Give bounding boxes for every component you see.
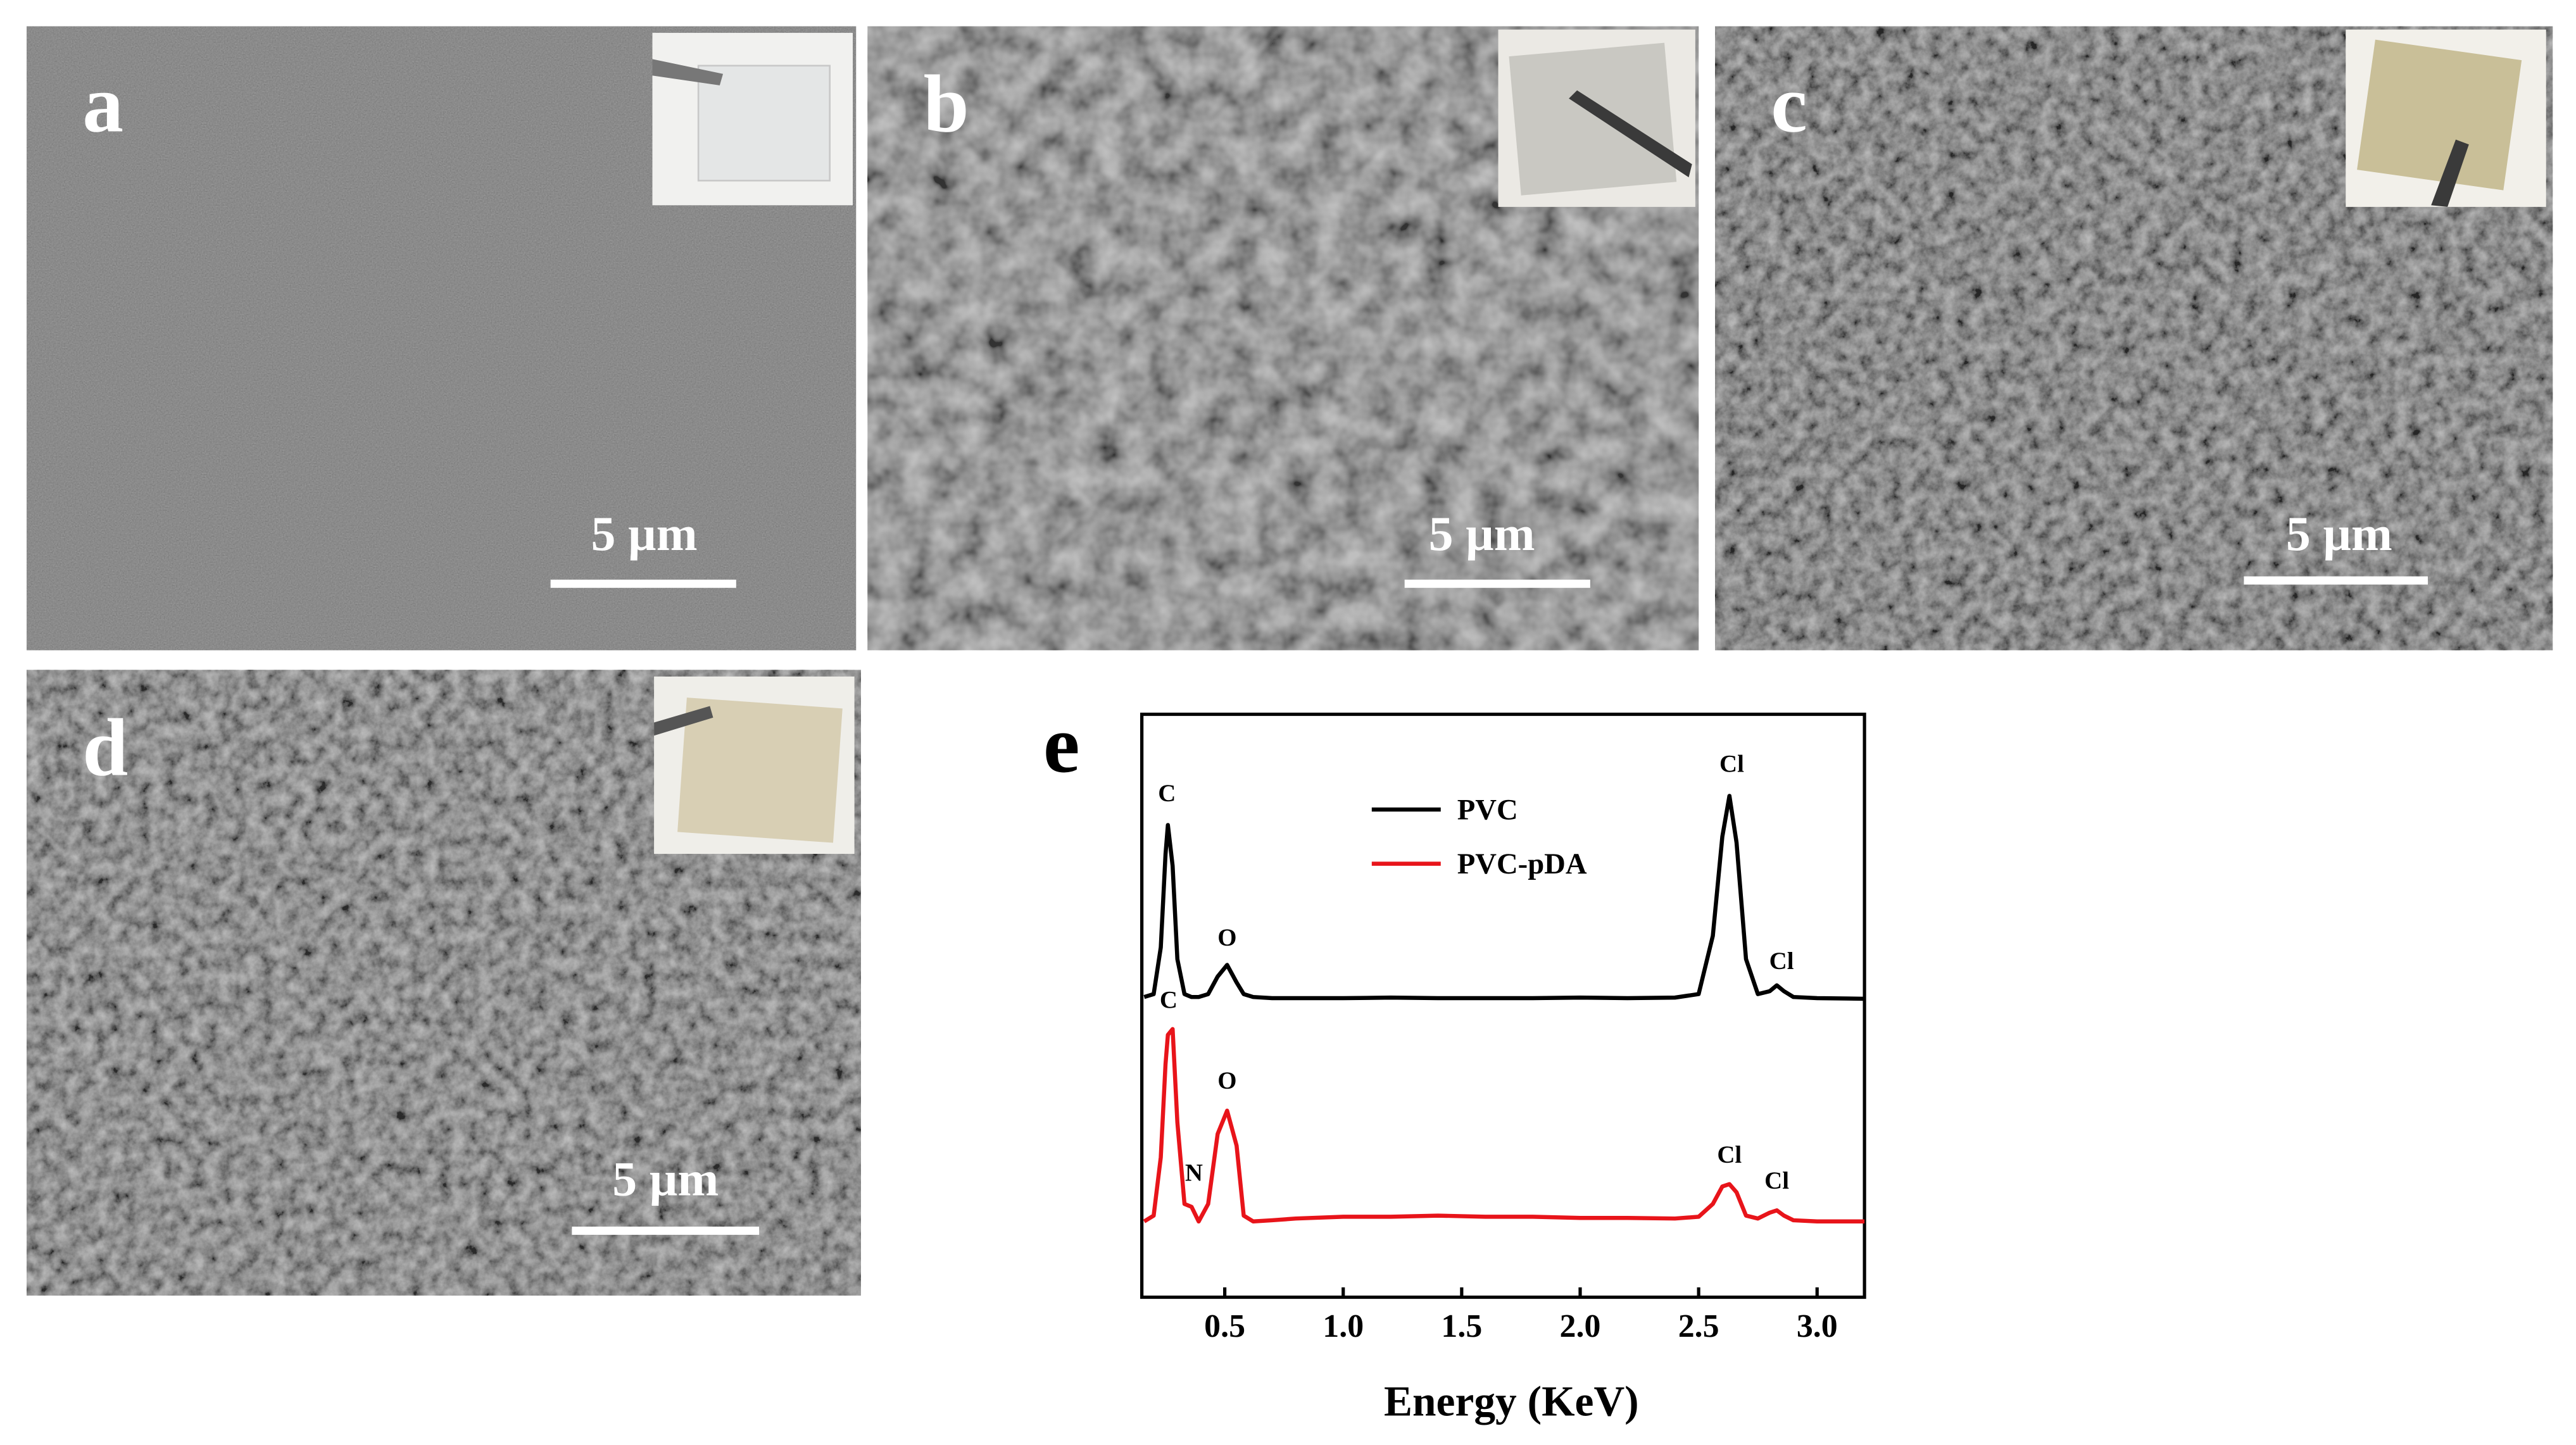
peak-label: C (1158, 780, 1176, 807)
x-tick-label: 2.0 (1560, 1308, 1601, 1344)
legend-label: PVC (1457, 794, 1518, 827)
peak-label: N (1185, 1159, 1203, 1186)
panel-label: a (82, 59, 123, 150)
x-axis-label: Energy (KeV) (1384, 1377, 1639, 1425)
peak-label: Cl (1769, 948, 1794, 975)
x-tick-label: 0.5 (1204, 1308, 1245, 1344)
scale-bar-label: 5 µm (1429, 506, 1535, 561)
panel-label: e (1043, 699, 1080, 790)
panel-a: a 5 µm (27, 26, 857, 651)
panel-label: d (82, 703, 128, 794)
legend-label: PVC-pDA (1457, 848, 1587, 880)
peak-label: O (1217, 1067, 1236, 1094)
x-tick-label: 3.0 (1797, 1308, 1838, 1344)
x-tick-label: 1.0 (1323, 1308, 1364, 1344)
peak-label: O (1217, 924, 1236, 951)
scale-bar-label: 5 µm (2286, 506, 2392, 561)
eds-chart: e Energy (KeV) 0.5 1.0 1.5 2.0 2.5 3.0 C O Cl Cl C… (1043, 699, 1866, 1425)
peak-label: Cl (1717, 1141, 1742, 1168)
panel-b: b 5 µm (867, 26, 1699, 651)
scale-bar-label: 5 µm (612, 1152, 719, 1206)
panel-label: b (924, 59, 969, 150)
spectrum-line (1143, 794, 1865, 1001)
peak-label: Cl (1764, 1167, 1789, 1194)
plot-frame (1140, 712, 1866, 1299)
peak-label: C (1160, 987, 1178, 1014)
spectrum-line (1143, 1027, 1865, 1224)
scale-bar-label: 5 µm (591, 506, 698, 561)
peak-label: Cl (1719, 751, 1744, 778)
panel-c: c 5 µm (1715, 26, 2553, 651)
x-tick-label: 2.5 (1678, 1308, 1719, 1344)
x-tick-label: 1.5 (1441, 1308, 1482, 1344)
panel-label: c (1771, 59, 1807, 150)
panel-d: d 5 µm (27, 670, 861, 1296)
